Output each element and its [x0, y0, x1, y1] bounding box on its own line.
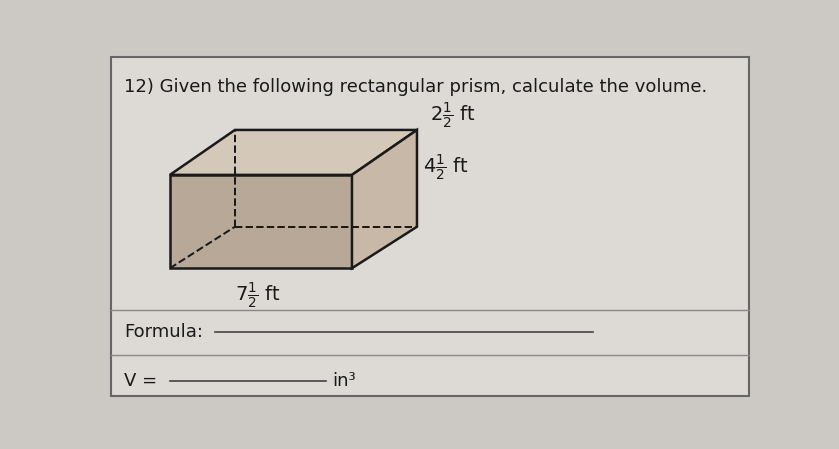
Text: V =: V =: [124, 372, 158, 390]
Polygon shape: [169, 175, 352, 268]
Text: $2\frac{1}{2}$ ft: $2\frac{1}{2}$ ft: [430, 101, 476, 131]
Text: $7\frac{1}{2}$ ft: $7\frac{1}{2}$ ft: [235, 281, 280, 311]
Text: in³: in³: [332, 372, 356, 390]
Text: $4\frac{1}{2}$ ft: $4\frac{1}{2}$ ft: [424, 153, 469, 183]
Text: Formula:: Formula:: [124, 323, 203, 341]
Polygon shape: [169, 130, 417, 175]
Polygon shape: [352, 130, 417, 268]
Text: 12) Given the following rectangular prism, calculate the volume.: 12) Given the following rectangular pris…: [124, 78, 707, 96]
FancyBboxPatch shape: [112, 57, 748, 396]
